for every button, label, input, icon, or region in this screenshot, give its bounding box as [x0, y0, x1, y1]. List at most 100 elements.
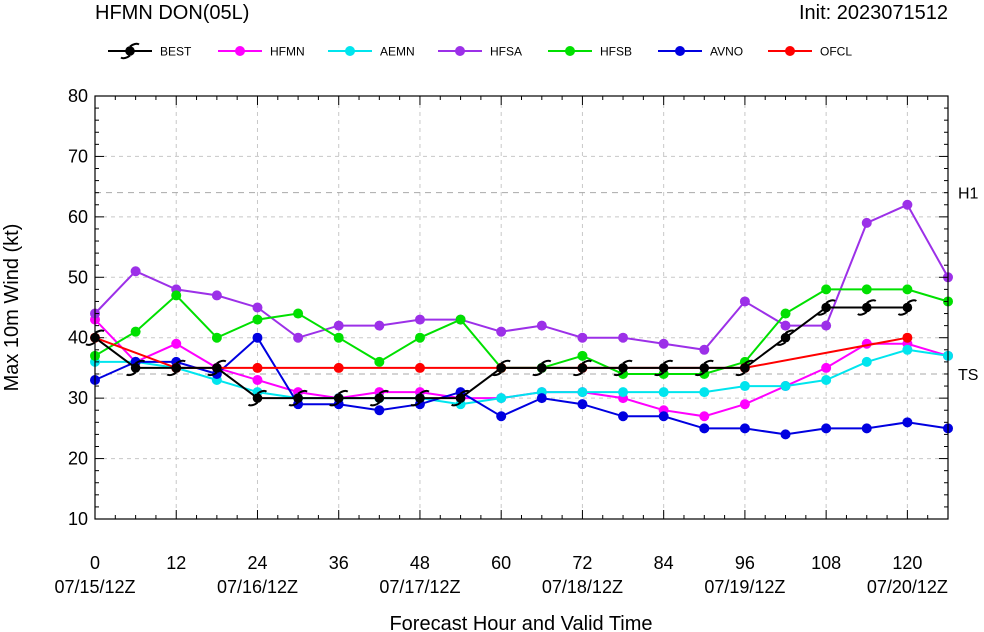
point-avno [374, 405, 385, 416]
point-aemn [658, 387, 669, 398]
legend-item-hfsa: HFSA [438, 45, 522, 59]
x-tick-label: 84 [654, 553, 674, 573]
point-hfsa [699, 344, 710, 355]
point-best [329, 389, 349, 407]
legend-item-ofcl: OFCL [768, 45, 852, 59]
point-hfmn [699, 411, 710, 422]
legend-swatch-marker [345, 46, 355, 56]
point-avno [658, 411, 669, 422]
y-axis-label: Max 10m Wind (kt) [1, 224, 23, 392]
legend: BEST HFMN AEMN HFSA HFSB AVNO OFCL [108, 42, 852, 60]
legend-swatch-marker [235, 46, 245, 56]
point-avno [618, 411, 629, 422]
x-axis-label: Forecast Hour and Valid Time [389, 613, 652, 632]
point-aemn [496, 393, 507, 404]
point-best [288, 389, 308, 407]
point-best [491, 359, 511, 377]
point-best [816, 299, 836, 316]
threshold-label-h1: H1 [958, 186, 979, 203]
series-hfsa [90, 199, 953, 355]
legend-label-ofcl: OFCL [820, 45, 852, 59]
point-hfsb [902, 284, 913, 295]
point-hfsb [577, 350, 588, 361]
point-avno [252, 332, 263, 343]
point-hfsb [293, 308, 304, 319]
point-best [694, 359, 714, 377]
point-avno [577, 399, 588, 410]
x-tick-label: 24 [247, 553, 267, 573]
y-tick-label: 80 [68, 86, 88, 106]
point-best [613, 359, 633, 377]
point-avno [861, 423, 872, 434]
point-best [897, 299, 917, 316]
point-best [775, 329, 796, 346]
series-avno [90, 332, 953, 440]
y-tick-label: 40 [68, 328, 88, 348]
legend-label-avno: AVNO [710, 45, 743, 59]
point-hfsb [252, 314, 263, 325]
init-time: Init: 2023071512 [799, 2, 948, 24]
point-best [126, 359, 146, 377]
point-hfsa [496, 326, 507, 337]
point-hfsa [577, 332, 588, 343]
threshold-lines: H1 TS [95, 186, 979, 384]
point-ofcl [333, 362, 344, 373]
legend-label-hfmn: HFMN [270, 45, 305, 59]
legend-item-hfsb: HFSB [548, 45, 632, 59]
point-aemn [821, 375, 832, 386]
point-best [450, 389, 471, 407]
point-aemn [699, 387, 710, 398]
point-hfsa [658, 338, 669, 349]
point-aemn [902, 344, 913, 355]
x-tick-label: 108 [811, 553, 841, 573]
point-aemn [577, 387, 588, 398]
point-hfsa [211, 290, 222, 301]
point-hfmn [171, 338, 182, 349]
point-best [857, 299, 877, 316]
series-layer [85, 199, 953, 440]
point-avno [699, 423, 710, 434]
x-tick-label: 12 [166, 553, 186, 573]
point-hfsa [536, 320, 547, 331]
point-best [572, 359, 593, 377]
point-avno [780, 429, 791, 440]
point-hfsa [130, 266, 141, 277]
point-hfsb [455, 314, 466, 325]
x-date-label: 07/17/12Z [379, 577, 460, 597]
point-avno [536, 393, 547, 404]
series-best [85, 299, 917, 407]
point-hfsa [902, 199, 913, 210]
legend-item-hfmn: HFMN [218, 45, 305, 59]
point-hfsa [861, 217, 872, 228]
x-tick-label: 48 [410, 553, 430, 573]
legend-swatch-marker [675, 46, 685, 56]
x-date-label: 07/20/12Z [867, 577, 948, 597]
point-hfsb [333, 332, 344, 343]
point-best [166, 359, 186, 377]
axes: 0 12 24 36 48 60 72 84 96 108 120 07/15/12Z 07/16/12… [54, 86, 949, 597]
legend-label-best: BEST [160, 45, 192, 59]
legend-swatch-marker [565, 46, 575, 56]
point-hfsb [780, 308, 791, 319]
point-avno [496, 411, 507, 422]
point-ofcl [902, 332, 913, 343]
point-avno [902, 417, 913, 428]
point-hfsb [861, 284, 872, 295]
x-date-label: 07/16/12Z [217, 577, 298, 597]
point-ofcl [252, 362, 263, 373]
point-hfmn [252, 375, 263, 386]
point-best [369, 389, 389, 407]
point-aemn [739, 381, 750, 392]
point-hfsa [414, 314, 425, 325]
point-hfsa [618, 332, 629, 343]
point-hfsb [211, 332, 222, 343]
point-hfsa [333, 320, 344, 331]
point-best [247, 389, 268, 407]
point-hfmn [821, 362, 832, 373]
chart-title: HFMN DON(05L) [95, 2, 249, 24]
point-ofcl [414, 362, 425, 373]
x-tick-label: 120 [892, 553, 922, 573]
point-hfsa [821, 320, 832, 331]
point-hfsb [414, 332, 425, 343]
legend-label-hfsb: HFSB [600, 45, 632, 59]
